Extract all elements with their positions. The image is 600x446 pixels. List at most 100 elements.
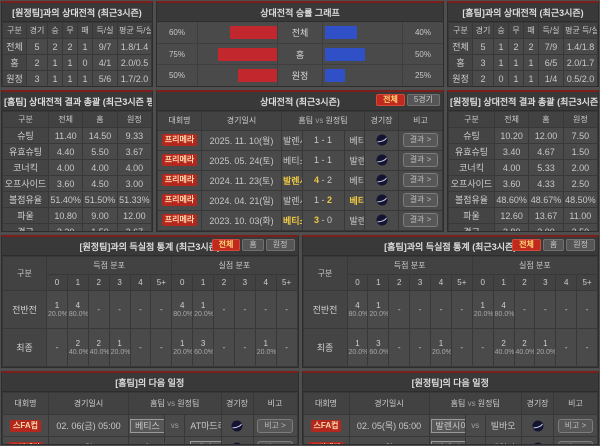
column-header-stadium: 경기장 bbox=[521, 392, 554, 415]
group-header-goals-conceded: 실점 분포 bbox=[171, 255, 298, 276]
away-bar-area bbox=[323, 65, 403, 86]
stat-label: 파울 bbox=[2, 207, 49, 224]
note-button[interactable]: 비고 > bbox=[257, 418, 293, 433]
tab-5-games[interactable]: 5경기 bbox=[406, 94, 440, 106]
distribution-empty: - bbox=[439, 305, 443, 314]
column-header-teams: 홈팀 vs 원정팀 bbox=[428, 392, 522, 415]
tab-all[interactable]: 전체 bbox=[512, 239, 541, 251]
tab-home[interactable]: 홈 bbox=[242, 239, 264, 251]
score-cell: 1 - 1 bbox=[301, 129, 345, 151]
stadium-icon[interactable] bbox=[376, 194, 388, 206]
note-button[interactable]: 비고 > bbox=[257, 440, 293, 444]
averages-row: 코너킥 4.00 4.00 4.00 bbox=[2, 159, 152, 176]
stadium-icon[interactable] bbox=[532, 420, 544, 431]
column-header: 패 bbox=[523, 22, 539, 39]
away-team-name: AT마드리드 bbox=[190, 421, 220, 431]
stadium-icon[interactable] bbox=[376, 174, 388, 186]
away-win-rate-label: 50% bbox=[414, 49, 431, 59]
away-team-name: 빌바오 bbox=[490, 421, 516, 431]
record-value: 7/9 bbox=[538, 38, 564, 55]
tab-all[interactable]: 전체 bbox=[211, 239, 241, 251]
stadium-icon[interactable] bbox=[376, 134, 388, 146]
goal-count-header: 3 bbox=[233, 274, 256, 291]
stat-value: 7.50 bbox=[562, 127, 598, 144]
record-value: 1 bbox=[62, 54, 78, 71]
row-next-fixtures: [홈팀]의 다음 일정 대회명 경기일시 홈팀 vs 원정팀 경기장 비고 스FA컵 02.… bbox=[1, 371, 599, 445]
panel-title: 상대전적 (최근3시즌) 전체 5경기 bbox=[157, 92, 443, 111]
stadium-icon[interactable] bbox=[231, 420, 243, 431]
tab-all[interactable]: 전체 bbox=[376, 94, 405, 106]
distribution-count: 3 bbox=[200, 338, 206, 348]
stadium-icon[interactable] bbox=[376, 214, 388, 226]
averages-row: 볼점유율 48.60% 48.67% 48.50% bbox=[448, 191, 598, 208]
home-team-cell: 발렌시아 bbox=[428, 414, 466, 437]
score-dash: - bbox=[319, 135, 327, 146]
tab-away[interactable]: 원정 bbox=[265, 239, 295, 251]
distribution-cell: - bbox=[388, 328, 411, 367]
stadium-icon[interactable] bbox=[376, 154, 388, 166]
result-button[interactable]: 결과 > bbox=[402, 193, 439, 208]
match-header-row: 대회명 경기일시 홈팀 vs 원정팀 경기장 비고 bbox=[2, 392, 298, 415]
row-label: 전체 bbox=[2, 38, 27, 55]
score-dash: - bbox=[319, 175, 327, 186]
distribution-empty: - bbox=[55, 343, 59, 352]
away-team-cell: AT마드리드 bbox=[184, 414, 222, 437]
distribution-cell: - bbox=[213, 290, 235, 329]
stat-value: 9.00 bbox=[82, 207, 118, 224]
panel-away-team-averages: [원정팀] 상대전적 결과 총괄 (최근3시즌 평균) 구분전체홈원정슈팅10.… bbox=[447, 90, 599, 232]
away-win-rate-label: 40% bbox=[414, 27, 431, 37]
distribution-empty: - bbox=[285, 305, 288, 314]
tab-away[interactable]: 원정 bbox=[566, 239, 595, 251]
note-button[interactable]: 비고 > bbox=[557, 440, 594, 444]
h2h-record-table-away: 구분 경기 승 무 패 득/실 평균 득/실 전체 5 1 2 2 7/9 1.4/1.8 홈 3 1 1 1 6/5… bbox=[448, 22, 598, 86]
column-header-vs: vs bbox=[313, 116, 326, 126]
home-team-name: 베티스 bbox=[130, 418, 164, 433]
stat-label: 유효슈팅 bbox=[448, 143, 495, 160]
home-team-name: 발렌시아 bbox=[430, 440, 465, 444]
record-value: 1/4 bbox=[538, 70, 564, 86]
distribution-percent: 80.0% bbox=[348, 310, 368, 318]
result-button[interactable]: 결과 > bbox=[402, 173, 439, 188]
distribution-cell: - bbox=[430, 290, 452, 329]
stadium-icon[interactable] bbox=[532, 442, 544, 444]
result-button[interactable]: 결과 > bbox=[402, 133, 439, 148]
result-button[interactable]: 결과 > bbox=[402, 153, 439, 168]
stadium-cell bbox=[364, 189, 399, 211]
record-value: 1 bbox=[523, 54, 539, 71]
distribution-percent: 20.0% bbox=[110, 348, 130, 356]
distribution-count: 1 bbox=[543, 338, 548, 348]
distribution-percent: 20.0% bbox=[194, 310, 214, 318]
record-value: 0.5/2.0 bbox=[563, 70, 598, 86]
stat-label: 볼점유율 bbox=[2, 191, 49, 208]
result-button[interactable]: 결과 > bbox=[402, 213, 439, 228]
distribution-percent: 40.0% bbox=[89, 348, 110, 356]
column-header: 무 bbox=[62, 22, 78, 39]
record-row: 원정 2 0 1 1 1/4 0.5/2.0 bbox=[448, 70, 598, 86]
tab-home[interactable]: 홈 bbox=[542, 239, 565, 251]
stat-value: 4.50 bbox=[82, 175, 118, 192]
goal-distribution-table-left: 구분 득점 분포 실점 분포 0 1 2 3 4 5+ 0 1 2 3 4 5+ 전반전 1 20.0% 4 80.0… bbox=[2, 255, 298, 367]
stadium-icon[interactable] bbox=[231, 442, 243, 444]
averages-row: 오프사이드 3.60 4.33 2.50 bbox=[448, 175, 598, 192]
record-row: 전체 5 1 2 2 7/9 1.4/1.8 bbox=[448, 38, 598, 55]
datetime-cell: 2023. 10. 03(화) bbox=[201, 209, 282, 231]
goal-count-header: 1 bbox=[492, 274, 515, 291]
goal-count-header: 4 bbox=[129, 274, 152, 291]
goal-count-header: 2 bbox=[213, 274, 235, 291]
distribution-empty: - bbox=[397, 305, 401, 314]
stadium-cell bbox=[521, 414, 554, 437]
home-win-rate-bar bbox=[229, 25, 277, 39]
fixture-row: 스FA컵 02. 05(목) 05:00발렌시아vs 빌바오 비고 > bbox=[302, 414, 598, 437]
goal-count-header: 3 bbox=[108, 274, 131, 291]
column-header-datetime: 경기일시 bbox=[201, 111, 282, 131]
goal-count-header: 1 bbox=[367, 274, 390, 291]
note-cell: 비고 > bbox=[252, 436, 298, 444]
stat-value: 5.50 bbox=[82, 143, 118, 160]
stadium-cell bbox=[364, 129, 399, 151]
note-cell: 결과 > bbox=[398, 209, 443, 231]
note-button[interactable]: 비고 > bbox=[557, 418, 594, 433]
column-header-note: 비고 bbox=[252, 392, 298, 415]
distribution-cell: 1 20.0% bbox=[254, 328, 277, 367]
